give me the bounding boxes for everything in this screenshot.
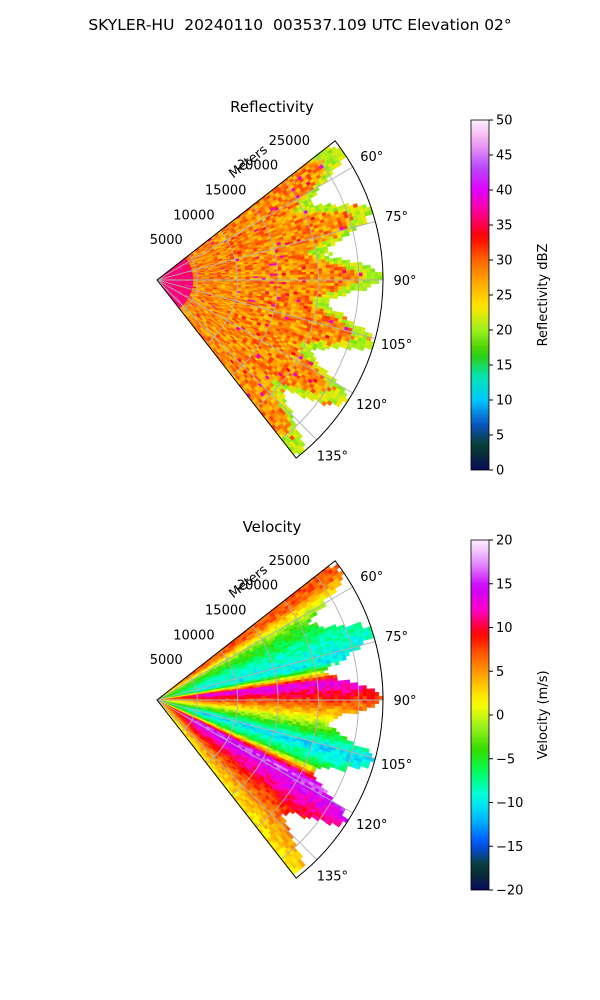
azimuth-tick-label: 105° xyxy=(381,338,412,353)
azimuth-tick-label: 120° xyxy=(356,818,387,833)
velocity-panel: Velocity 60° 75° 90° 105° 120° 135° 5000 10000 15… xyxy=(150,518,551,899)
colorbar-tick-label: 10 xyxy=(496,621,513,636)
colorbar-tick-label: −10 xyxy=(496,796,523,811)
azimuth-tick-label: 90° xyxy=(393,694,416,709)
figure-title: SKYLER-HU 20240110 003537.109 UTC Elevat… xyxy=(88,16,512,34)
colorbar-tick-label: 50 xyxy=(496,114,513,129)
azimuth-tick-label: 75° xyxy=(385,630,408,645)
range-tick-label: 10000 xyxy=(173,628,214,643)
panel-title: Reflectivity xyxy=(230,98,314,116)
colorbar-tick-label: 5 xyxy=(496,429,504,444)
reflectivity-panel: Reflectivity60°75°90°105°120°135°5000100… xyxy=(150,98,551,479)
colorbar-gradient xyxy=(470,119,490,471)
colorbar-tick-label: −5 xyxy=(496,752,515,767)
range-tick-label: 20000 xyxy=(237,579,278,594)
colorbar: 0 5 10 15 20 25 30 35 40 45 50 Reflectivity dBZ xyxy=(470,114,551,479)
colorbar-tick-label: 30 xyxy=(496,254,513,269)
sector-frame xyxy=(156,560,384,879)
range-tick-label: 15000 xyxy=(205,183,246,198)
colorbar: −20 −15 −10 −5 0 5 10 15 20 Velocity (m/s) xyxy=(470,534,551,899)
colorbar-tick-label: −15 xyxy=(496,840,523,855)
colorbar-tick-label: 25 xyxy=(496,289,513,304)
azimuth-tick-label: 60° xyxy=(360,570,383,585)
colorbar-tick-label: 45 xyxy=(496,149,513,164)
azimuth-tick-label: 90° xyxy=(393,274,416,289)
range-tick-label: 20000 xyxy=(237,159,278,174)
azimuth-tick-label: 120° xyxy=(356,398,387,413)
polar-grid xyxy=(156,575,383,861)
sector-frame xyxy=(156,140,384,459)
azimuth-tick-label: 105° xyxy=(381,758,412,773)
colorbar-label: Velocity (m/s) xyxy=(536,670,551,759)
azimuth-tick-label: 135° xyxy=(317,869,348,884)
colorbar-tick-label: 20 xyxy=(496,324,513,339)
azimuth-tick-label: 135° xyxy=(317,449,348,464)
colorbar-tick-label: 5 xyxy=(496,665,504,680)
colorbar-tick-label: 10 xyxy=(496,394,513,409)
panel-title: Velocity xyxy=(243,518,302,536)
colorbar-tick-label: 35 xyxy=(496,219,513,234)
range-tick-label: 25000 xyxy=(269,554,310,569)
azimuth-tick-label: 60° xyxy=(360,150,383,165)
polar-grid xyxy=(156,155,383,441)
colorbar-tick-label: −20 xyxy=(496,884,523,899)
colorbar-tick-label: 0 xyxy=(496,709,504,724)
colorbar-tick-label: 15 xyxy=(496,359,513,374)
range-tick-label: 5000 xyxy=(150,233,183,248)
colorbar-tick-label: 0 xyxy=(496,464,504,479)
range-tick-label: 15000 xyxy=(205,603,246,618)
range-tick-label: 5000 xyxy=(150,653,183,668)
range-tick-label: 10000 xyxy=(173,208,214,223)
colorbar-tick-label: 15 xyxy=(496,577,513,592)
range-tick-label: 25000 xyxy=(269,134,310,149)
azimuth-tick-label: 75° xyxy=(385,210,408,225)
colorbar-tick-label: 20 xyxy=(496,534,513,549)
colorbar-tick-label: 40 xyxy=(496,184,513,199)
colorbar-gradient xyxy=(470,539,490,891)
colorbar-label: Reflectivity dBZ xyxy=(536,244,551,347)
